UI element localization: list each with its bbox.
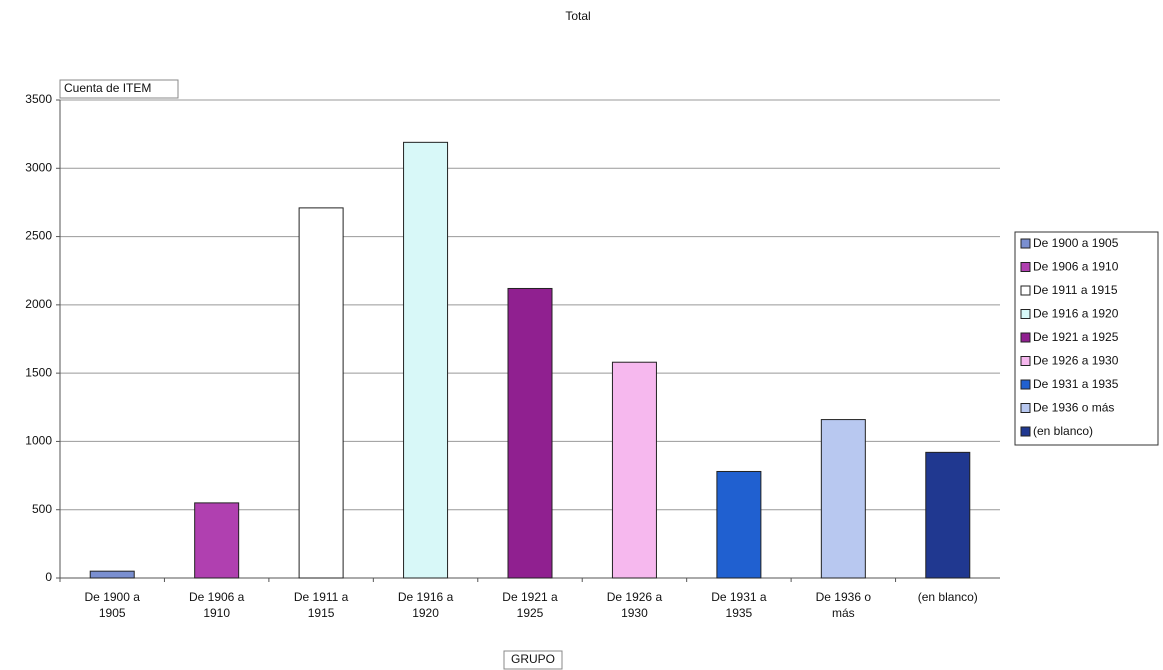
- bar: [194, 502, 240, 579]
- x-tick-label: De 1921 a 1925: [502, 590, 558, 620]
- y-tick-label: 2000: [25, 297, 52, 311]
- legend-label: De 1931 a 1935: [1033, 377, 1119, 391]
- x-tick-label: De 1911 a 1915: [294, 590, 349, 620]
- y-label-box: [59, 79, 179, 99]
- legend-label: De 1900 a 1905: [1033, 236, 1119, 250]
- legend-label: De 1911 a 1915: [1033, 283, 1118, 297]
- x-tick-label: De 1900 a 1905: [85, 590, 141, 620]
- x-tick-label: De 1926 a 1930: [607, 590, 663, 620]
- x-tick-label: De 1906 a 1910: [189, 590, 245, 620]
- y-tick-label: 1000: [25, 434, 52, 448]
- x-axis-label: GRUPO: [511, 652, 555, 666]
- x-tick-label: De 1931 a 1935: [711, 590, 767, 620]
- bar: [89, 570, 135, 579]
- bar: [507, 287, 553, 579]
- legend-label: De 1936 o más: [1033, 401, 1114, 415]
- legend-swatch: [1020, 379, 1031, 390]
- bar: [298, 207, 344, 579]
- y-tick-label: 2500: [25, 229, 52, 243]
- bar: [611, 361, 657, 579]
- legend-label: (en blanco): [1033, 424, 1093, 438]
- legend-label: De 1916 a 1920: [1033, 307, 1119, 321]
- y-tick-label: 0: [45, 570, 52, 584]
- y-tick-label: 3000: [25, 160, 52, 174]
- x-tick-label: De 1936 o más: [816, 590, 872, 620]
- legend-label: De 1926 a 1930: [1033, 354, 1119, 368]
- chart-title: Total: [565, 9, 590, 23]
- x-label-box: [503, 650, 563, 670]
- legend-swatch: [1020, 332, 1031, 343]
- legend-label: De 1921 a 1925: [1033, 330, 1119, 344]
- x-tick-label: (en blanco): [918, 590, 978, 604]
- legend-swatch: [1020, 426, 1031, 437]
- y-axis-label: Cuenta de ITEM: [64, 81, 151, 95]
- legend-swatch: [1020, 262, 1031, 272]
- x-tick-label: De 1916 a 1920: [398, 590, 454, 620]
- bar: [925, 451, 971, 579]
- y-tick-label: 3500: [25, 92, 52, 106]
- legend-label: De 1906 a 1910: [1033, 260, 1119, 274]
- legend: [1014, 231, 1159, 446]
- legend-swatch: [1020, 356, 1031, 366]
- bar: [403, 141, 449, 579]
- legend-swatch: [1020, 285, 1031, 296]
- legend-swatch: [1020, 309, 1031, 319]
- y-tick-label: 500: [32, 502, 52, 516]
- bar: [820, 419, 866, 579]
- legend-swatch: [1020, 403, 1031, 413]
- y-tick-label: 1500: [25, 365, 52, 379]
- legend-swatch: [1020, 238, 1031, 249]
- bar: [716, 470, 762, 579]
